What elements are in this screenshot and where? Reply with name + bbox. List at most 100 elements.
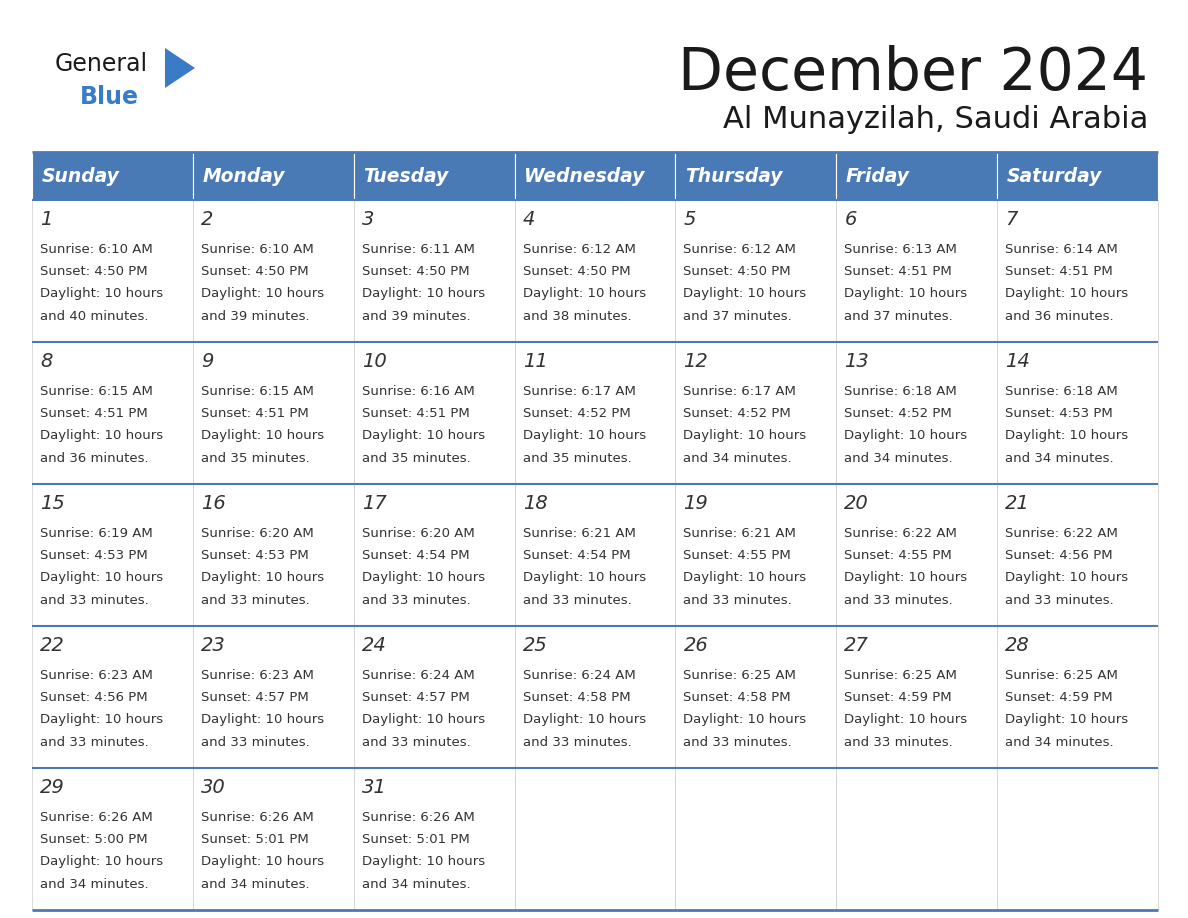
Text: 2: 2 (201, 210, 214, 229)
Text: and 35 minutes.: and 35 minutes. (523, 452, 631, 465)
Bar (676, 484, 836, 626)
Text: and 36 minutes.: and 36 minutes. (40, 452, 148, 465)
Text: 8: 8 (40, 352, 52, 371)
Text: and 37 minutes.: and 37 minutes. (845, 310, 953, 323)
Text: 27: 27 (845, 636, 870, 655)
Text: 9: 9 (201, 352, 214, 371)
Text: Thursday: Thursday (685, 166, 783, 185)
Text: and 34 minutes.: and 34 minutes. (683, 452, 792, 465)
Bar (997, 626, 1158, 768)
Text: and 33 minutes.: and 33 minutes. (201, 736, 310, 749)
Text: 7: 7 (1005, 210, 1018, 229)
Text: 13: 13 (845, 352, 870, 371)
Text: Sunset: 4:54 PM: Sunset: 4:54 PM (523, 549, 631, 562)
Text: Sunset: 4:51 PM: Sunset: 4:51 PM (845, 265, 952, 278)
Text: Sunrise: 6:22 AM: Sunrise: 6:22 AM (845, 527, 958, 540)
Bar (192, 152, 354, 200)
Bar (836, 626, 997, 768)
Text: and 33 minutes.: and 33 minutes. (1005, 594, 1114, 607)
Text: and 35 minutes.: and 35 minutes. (201, 452, 310, 465)
Text: Sunrise: 6:25 AM: Sunrise: 6:25 AM (845, 668, 958, 681)
Text: Sunrise: 6:24 AM: Sunrise: 6:24 AM (362, 668, 474, 681)
Text: Saturday: Saturday (1006, 166, 1102, 185)
Text: Wednesday: Wednesday (524, 166, 645, 185)
Text: Daylight: 10 hours: Daylight: 10 hours (683, 287, 807, 300)
Text: 28: 28 (1005, 636, 1030, 655)
Text: Daylight: 10 hours: Daylight: 10 hours (362, 430, 485, 442)
Text: Sunrise: 6:20 AM: Sunrise: 6:20 AM (201, 527, 314, 540)
Text: Sunset: 4:57 PM: Sunset: 4:57 PM (362, 691, 469, 704)
Text: Sunrise: 6:24 AM: Sunrise: 6:24 AM (523, 668, 636, 681)
Bar (192, 626, 354, 768)
Text: and 33 minutes.: and 33 minutes. (845, 736, 953, 749)
Text: Sunset: 4:53 PM: Sunset: 4:53 PM (40, 549, 147, 562)
Text: Sunrise: 6:17 AM: Sunrise: 6:17 AM (683, 385, 796, 397)
Text: and 33 minutes.: and 33 minutes. (201, 594, 310, 607)
Text: Sunrise: 6:25 AM: Sunrise: 6:25 AM (1005, 668, 1118, 681)
Text: Sunrise: 6:21 AM: Sunrise: 6:21 AM (683, 527, 796, 540)
Text: Sunrise: 6:18 AM: Sunrise: 6:18 AM (845, 385, 958, 397)
Text: Sunset: 4:50 PM: Sunset: 4:50 PM (523, 265, 631, 278)
Text: Sunset: 4:51 PM: Sunset: 4:51 PM (1005, 265, 1113, 278)
Text: Daylight: 10 hours: Daylight: 10 hours (1005, 287, 1129, 300)
Text: 3: 3 (362, 210, 374, 229)
Text: 26: 26 (683, 636, 708, 655)
Text: and 33 minutes.: and 33 minutes. (683, 736, 792, 749)
Text: Sunrise: 6:10 AM: Sunrise: 6:10 AM (40, 242, 153, 255)
Text: 24: 24 (362, 636, 386, 655)
Bar (676, 152, 836, 200)
Text: and 34 minutes.: and 34 minutes. (845, 452, 953, 465)
Text: Daylight: 10 hours: Daylight: 10 hours (845, 287, 967, 300)
Text: 11: 11 (523, 352, 548, 371)
Text: Daylight: 10 hours: Daylight: 10 hours (362, 287, 485, 300)
Text: 23: 23 (201, 636, 226, 655)
Text: Sunset: 5:01 PM: Sunset: 5:01 PM (362, 833, 469, 846)
Text: 1: 1 (40, 210, 52, 229)
Text: Sunrise: 6:12 AM: Sunrise: 6:12 AM (683, 242, 796, 255)
Text: Sunrise: 6:11 AM: Sunrise: 6:11 AM (362, 242, 475, 255)
Text: and 38 minutes.: and 38 minutes. (523, 310, 631, 323)
Text: Daylight: 10 hours: Daylight: 10 hours (683, 713, 807, 726)
Text: and 39 minutes.: and 39 minutes. (362, 310, 470, 323)
Text: 10: 10 (362, 352, 386, 371)
Text: Daylight: 10 hours: Daylight: 10 hours (683, 430, 807, 442)
Text: Daylight: 10 hours: Daylight: 10 hours (40, 856, 163, 868)
Bar (514, 152, 676, 200)
Text: Daylight: 10 hours: Daylight: 10 hours (523, 287, 646, 300)
Text: and 33 minutes.: and 33 minutes. (40, 736, 148, 749)
Text: 14: 14 (1005, 352, 1030, 371)
Text: Daylight: 10 hours: Daylight: 10 hours (362, 713, 485, 726)
Text: Daylight: 10 hours: Daylight: 10 hours (362, 856, 485, 868)
Text: Monday: Monday (202, 166, 285, 185)
Text: Sunset: 4:50 PM: Sunset: 4:50 PM (683, 265, 791, 278)
Text: Sunset: 4:59 PM: Sunset: 4:59 PM (1005, 691, 1113, 704)
Text: Daylight: 10 hours: Daylight: 10 hours (523, 572, 646, 585)
Text: and 33 minutes.: and 33 minutes. (362, 594, 470, 607)
Bar (32, 200, 192, 342)
Text: Sunset: 4:55 PM: Sunset: 4:55 PM (845, 549, 952, 562)
Bar (676, 626, 836, 768)
Bar (354, 200, 514, 342)
Bar (997, 342, 1158, 484)
Text: Sunset: 4:52 PM: Sunset: 4:52 PM (523, 407, 631, 420)
Text: Tuesday: Tuesday (364, 166, 449, 185)
Bar (836, 342, 997, 484)
Text: Sunrise: 6:13 AM: Sunrise: 6:13 AM (845, 242, 958, 255)
Text: and 33 minutes.: and 33 minutes. (40, 594, 148, 607)
Text: and 36 minutes.: and 36 minutes. (1005, 310, 1114, 323)
Text: Daylight: 10 hours: Daylight: 10 hours (1005, 572, 1129, 585)
Text: 29: 29 (40, 778, 65, 797)
Text: Sunset: 4:55 PM: Sunset: 4:55 PM (683, 549, 791, 562)
Bar (32, 342, 192, 484)
Text: Sunset: 4:54 PM: Sunset: 4:54 PM (362, 549, 469, 562)
Text: and 34 minutes.: and 34 minutes. (1005, 736, 1114, 749)
Text: and 34 minutes.: and 34 minutes. (1005, 452, 1114, 465)
Text: Sunset: 4:51 PM: Sunset: 4:51 PM (362, 407, 469, 420)
Text: and 35 minutes.: and 35 minutes. (362, 452, 470, 465)
Text: 15: 15 (40, 494, 65, 513)
Text: Daylight: 10 hours: Daylight: 10 hours (1005, 713, 1129, 726)
Text: Daylight: 10 hours: Daylight: 10 hours (201, 287, 324, 300)
Bar (354, 626, 514, 768)
Bar (32, 768, 192, 910)
Text: Sunrise: 6:15 AM: Sunrise: 6:15 AM (40, 385, 153, 397)
